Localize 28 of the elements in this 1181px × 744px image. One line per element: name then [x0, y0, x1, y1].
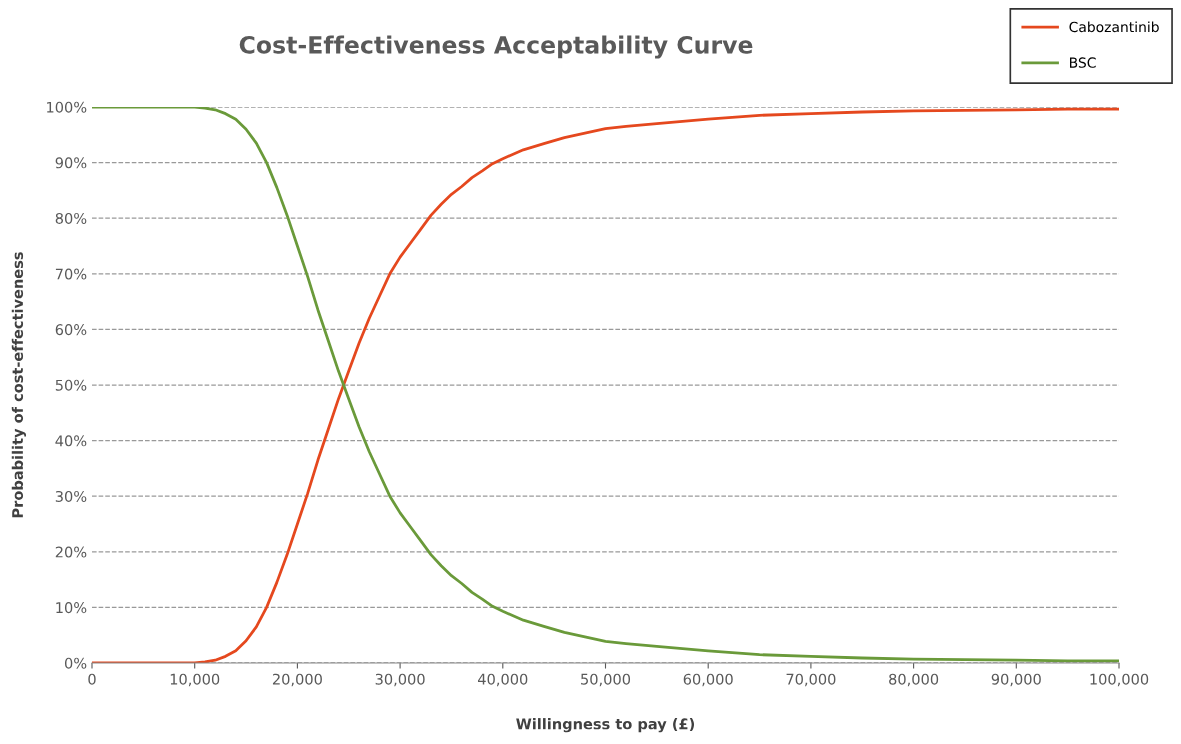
y-tick-label: 80%: [55, 212, 87, 224]
y-tick-label: 60%: [55, 324, 87, 336]
x-tick-label: 20,000: [272, 673, 322, 687]
x-tick-label: 0: [88, 673, 96, 685]
y-tick-label: 30%: [55, 490, 87, 502]
y-tick-label: 0%: [64, 657, 87, 669]
y-axis-title: Probability of cost-effectiveness: [11, 252, 26, 518]
x-tick-label: 80,000: [889, 673, 939, 687]
x-tick-label: 100,000: [1090, 673, 1149, 687]
y-tick-label: 40%: [55, 435, 87, 447]
x-tick-label: 50,000: [581, 673, 631, 687]
y-tick-label: 100%: [47, 101, 87, 113]
x-axis-title: Willingness to pay (£): [516, 718, 695, 733]
y-tick-label: 20%: [55, 546, 87, 558]
x-tick-label: 60,000: [683, 673, 733, 687]
line-series: [92, 107, 1119, 663]
x-tick-label: 30,000: [375, 673, 425, 687]
y-tick-label: 90%: [55, 157, 87, 169]
y-tick-label: 70%: [55, 268, 87, 280]
chart-title: Cost-Effectiveness Acceptability Curve: [239, 35, 753, 59]
legend-label: Cabozantinib: [1069, 21, 1159, 33]
x-tick-label: 40,000: [478, 673, 528, 687]
x-tick-label: 10,000: [170, 673, 220, 687]
y-tick-label: 10%: [56, 602, 87, 614]
legend-label: BSC: [1070, 57, 1096, 68]
x-tick-label: 70,000: [786, 673, 836, 687]
y-tick-label: 50%: [55, 379, 87, 391]
x-tick-label: 90,000: [991, 673, 1041, 687]
